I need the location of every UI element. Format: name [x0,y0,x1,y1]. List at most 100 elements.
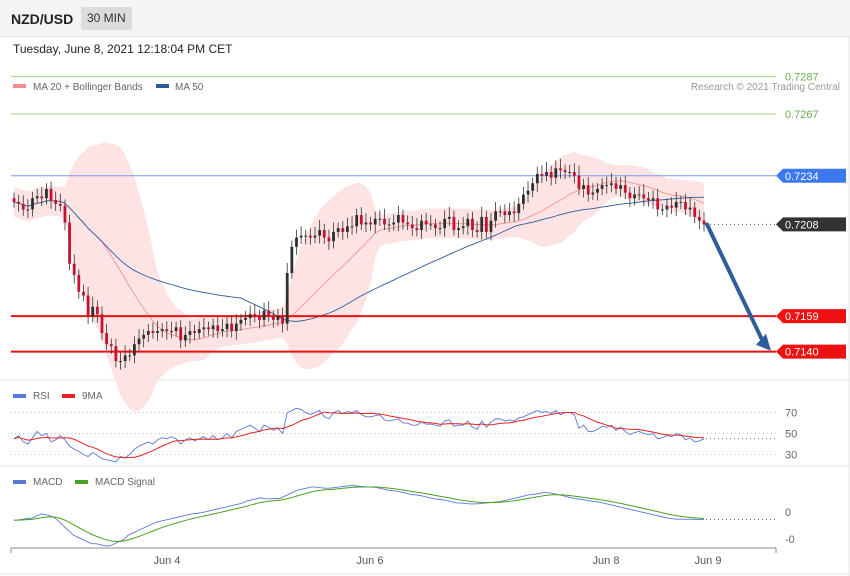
level-label-resistance: 0.7287 [785,72,819,84]
candle-body [429,224,433,226]
candle-body [434,224,437,229]
candle-body [378,218,382,220]
candle-body [447,216,451,219]
candle-body [693,207,697,217]
x-tick-label: Jun 4 [154,555,181,567]
rsi-ma-line [13,411,705,459]
candle-body [494,211,497,221]
candle-body [466,218,470,227]
candle-body [359,215,363,225]
candle-body [633,194,636,199]
level-label-current: 0.7208 [785,219,819,231]
rsi-line [13,407,705,463]
x-tick-label: Jun 6 [357,555,384,567]
level-tag-current [776,217,846,232]
rsi-tick-label: 30 [785,450,797,462]
candle-body [95,306,99,315]
candle-body [188,331,192,335]
candle-body [665,205,669,210]
candle-body [457,228,460,231]
candle-body [207,327,210,330]
macd-tick-label: 0 [785,507,791,519]
candle-body [702,220,706,225]
datetime-label: Tuesday, June 8, 2021 12:18:04 PM CET [13,42,233,56]
candlesticks [12,158,706,370]
candle-body [63,205,67,223]
timeframe-button[interactable]: 30 MIN [81,7,132,30]
candle-body [318,230,322,236]
candle-body [651,198,655,201]
candle-body [438,228,442,230]
rsi-tick-label: 50 [785,429,797,441]
candle-body [142,334,146,339]
candle-body [591,192,595,195]
candle-body [197,329,201,333]
candle-body [623,185,627,193]
candle-body [452,216,456,231]
candle-body [183,334,187,341]
candle-body [267,310,271,317]
forecast-arrow-head [756,333,771,351]
candle-body [336,228,340,232]
candle-body [443,218,447,229]
candle-body [637,194,641,196]
candle-body [290,246,294,274]
candle-body [31,198,34,210]
candle-body [239,319,243,324]
candle-body [647,198,650,201]
candle-body [369,222,372,225]
candle-body [165,329,169,332]
candle-body [503,211,507,216]
candle-body [276,316,280,320]
candle-body [684,201,687,210]
rsi-legend: RSI 9MA [13,391,103,402]
macd-signal-legend-label: MACD Signal [95,477,155,488]
candle-body [420,220,423,231]
candle-body [49,188,53,201]
macd-legend-swatch [13,480,26,484]
candle-body [424,220,428,225]
candle-body [498,211,502,213]
candle-body [221,329,224,332]
candle-body [244,317,247,320]
candle-body [322,230,326,238]
candle-body [563,170,567,173]
level-tag-support [776,309,846,324]
candle-body [308,235,312,238]
candle-body [670,205,673,208]
candle-body [660,209,664,211]
candle-body [304,235,308,237]
rsi-ma-legend-label: 9MA [82,391,103,402]
candle-body [58,203,62,206]
candle-body [156,331,159,333]
candle-body [568,172,572,174]
candle-body [396,215,400,223]
level-label-support: 0.7140 [785,347,819,359]
candle-body [540,173,544,176]
candle-body [656,198,660,210]
candle-body [512,211,516,214]
candle-body [572,172,576,176]
candle-body [258,316,261,320]
candle-body [262,310,266,320]
ma50-legend-swatch [156,84,169,88]
candle-body [234,323,238,332]
candle-body [179,327,183,341]
candle-body [12,198,16,202]
candle-body [230,323,234,332]
ma50-line [13,196,705,322]
candle-body [77,274,81,292]
candle-body [133,344,136,356]
level-tag-support [776,344,846,359]
x-tick-label: Jun 9 [695,555,722,567]
rsi-legend-swatch [13,394,26,398]
candle-body [327,237,331,242]
symbol-label: NZD/USD [11,11,74,27]
candle-body [373,218,377,225]
candle-body [642,194,646,199]
rsi-legend-label: RSI [33,391,50,402]
candle-body [225,323,229,330]
candle-body [619,185,623,189]
rsi-ma-legend-swatch [62,394,75,398]
